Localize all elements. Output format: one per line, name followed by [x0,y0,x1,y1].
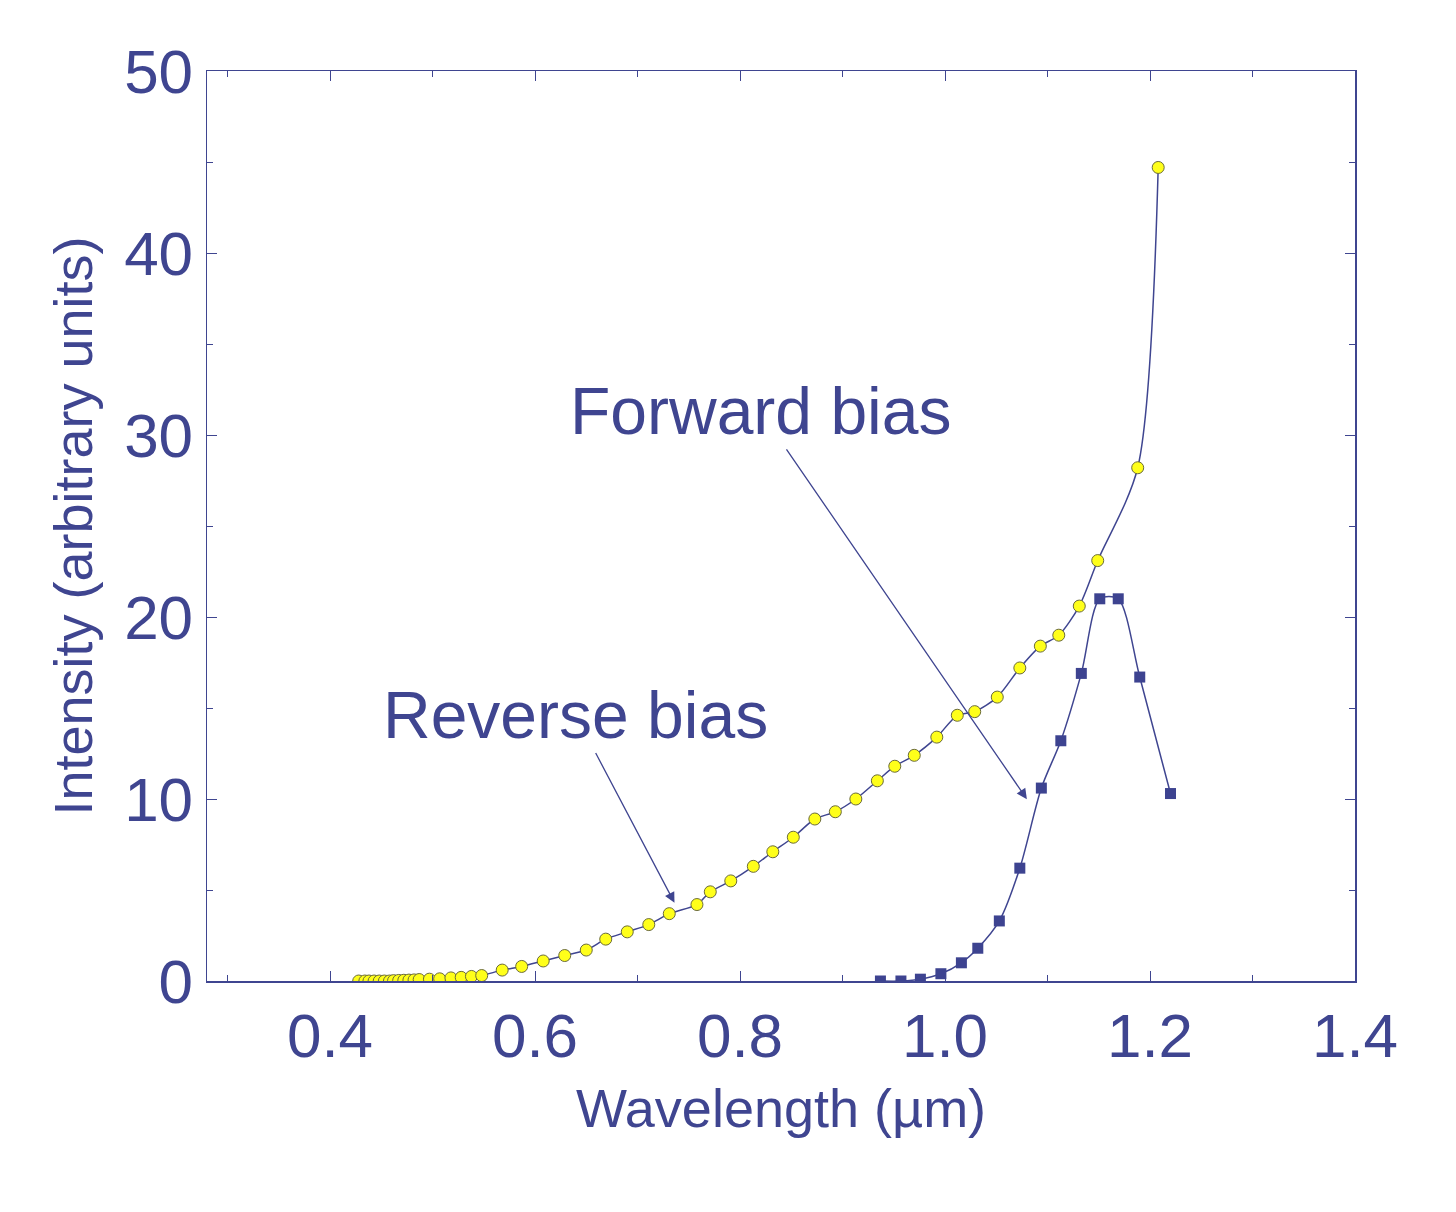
svg-text:10: 10 [124,765,193,834]
svg-text:40: 40 [124,219,193,288]
svg-text:0: 0 [159,947,193,1016]
svg-text:0.6: 0.6 [492,1001,578,1070]
svg-text:50: 50 [124,37,193,106]
svg-text:Forward bias: Forward bias [570,374,951,448]
svg-text:0.8: 0.8 [697,1001,783,1070]
svg-text:1.2: 1.2 [1107,1001,1193,1070]
svg-text:Wavelength (µm): Wavelength (µm) [576,1078,986,1138]
svg-text:0.4: 0.4 [287,1001,373,1070]
svg-text:1.4: 1.4 [1312,1001,1398,1070]
svg-text:Intensity (arbitrary units): Intensity (arbitrary units) [43,236,103,815]
svg-text:30: 30 [124,401,193,470]
svg-text:1.0: 1.0 [902,1001,988,1070]
svg-text:Reverse bias: Reverse bias [383,678,768,752]
svg-text:20: 20 [124,583,193,652]
